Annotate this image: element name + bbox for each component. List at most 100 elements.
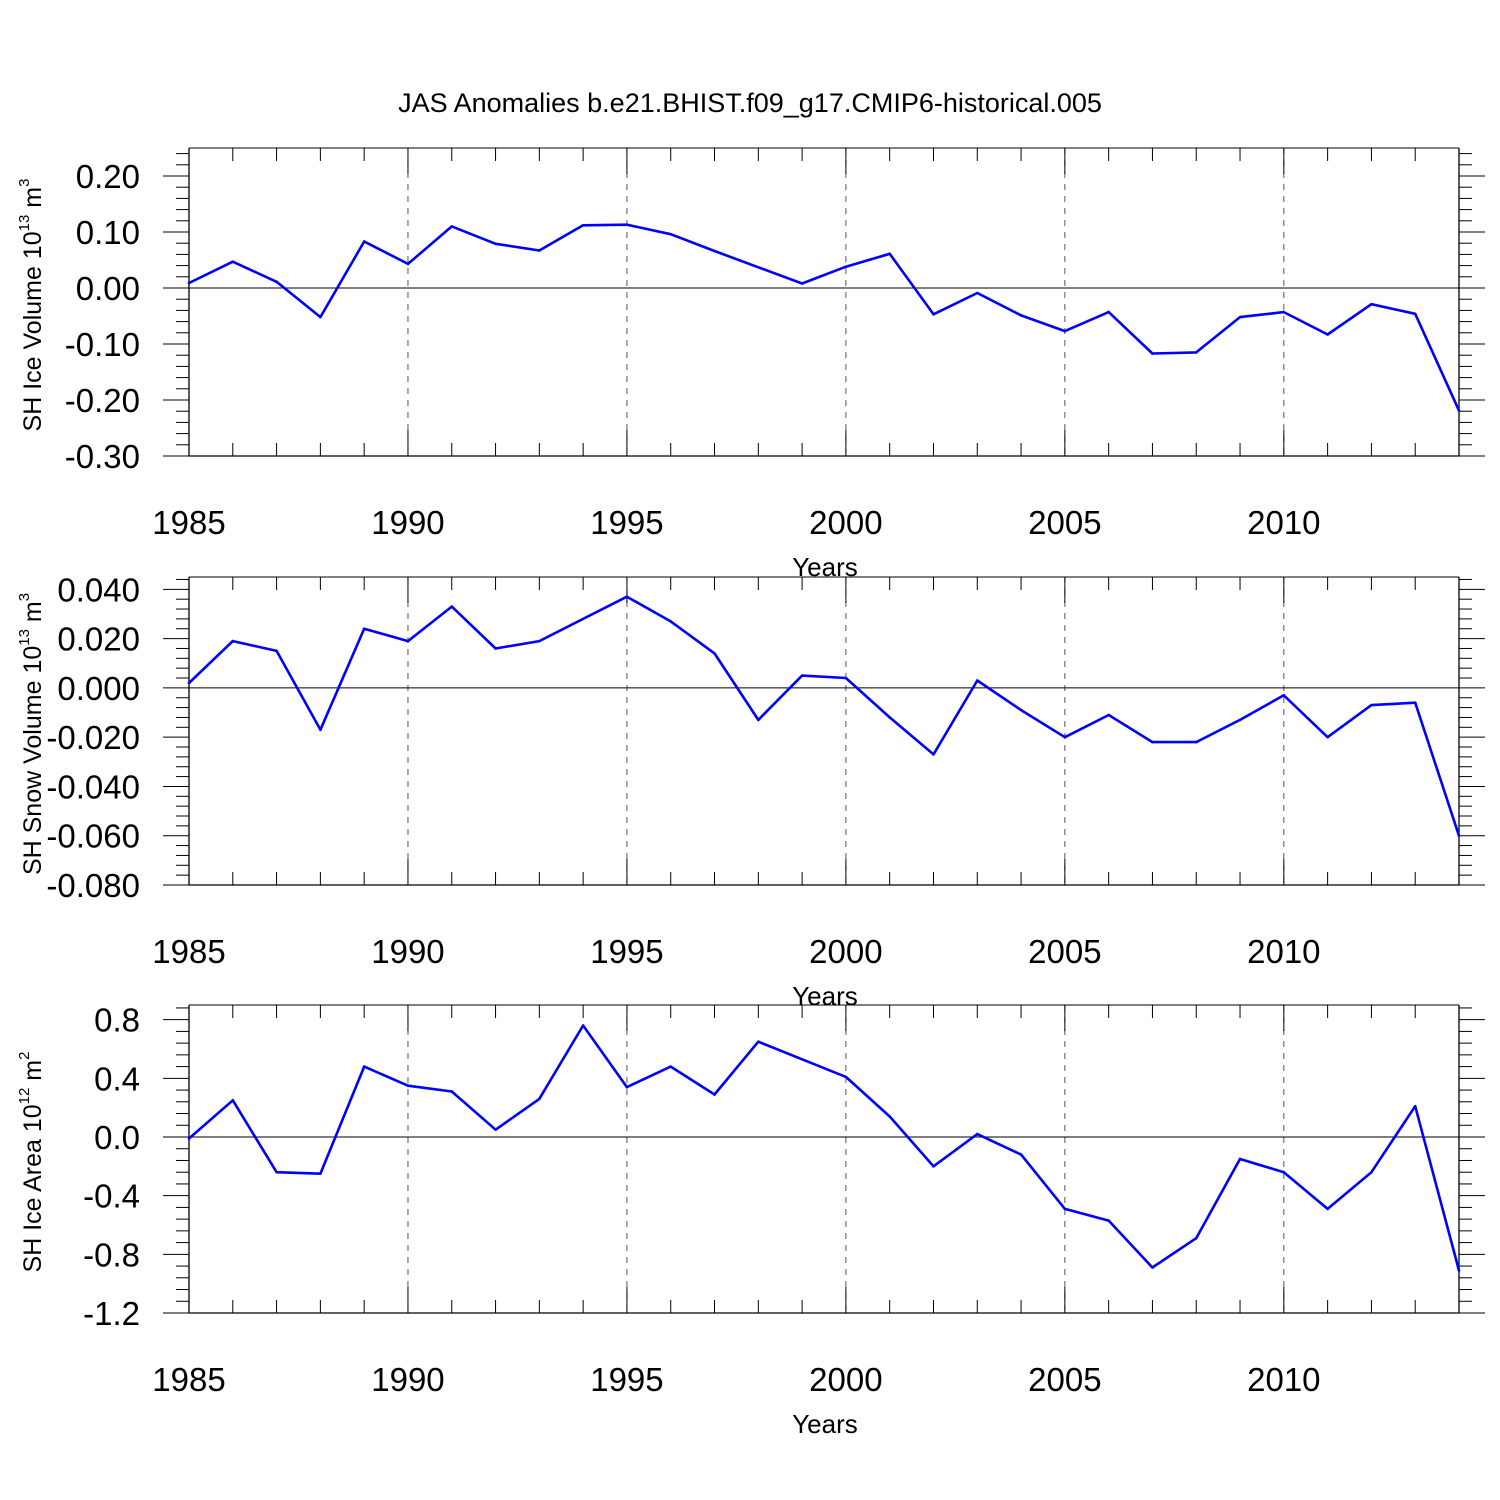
chart-panel-3: 0.8 0.4 0.0 -0.4 -0.8 -1.2 1985 1990 1995 2000 200… xyxy=(16,1002,1485,1439)
data-point xyxy=(1063,735,1067,739)
data-point xyxy=(1282,310,1286,314)
data-point xyxy=(450,605,454,608)
panels: 0.20 0.10 0.00 -0.10 -0.20 -0.30 1985 1990 1995 2… xyxy=(16,147,1485,1439)
x-tick-label: 1985 xyxy=(152,504,225,541)
data-point xyxy=(231,639,235,643)
x-tick-label: 2005 xyxy=(1028,504,1101,541)
y-tick-label: -0.040 xyxy=(46,768,140,805)
y-title-exponent: 13 xyxy=(16,629,33,646)
data-point xyxy=(406,639,410,643)
data-point xyxy=(800,282,804,285)
data-point xyxy=(319,728,322,732)
data-point xyxy=(275,1170,278,1174)
data-point xyxy=(1457,1269,1461,1272)
data-point xyxy=(1282,693,1286,697)
data-point xyxy=(275,649,278,653)
data-point xyxy=(319,315,322,319)
y-tick-label: 0.4 xyxy=(94,1060,140,1097)
series-line xyxy=(188,595,1461,837)
x-tick-label: 1990 xyxy=(371,504,444,541)
data-point xyxy=(888,252,891,256)
data-point xyxy=(1107,713,1110,717)
y-title-exponent: 12 xyxy=(16,1088,33,1105)
y-tick-label: 0.000 xyxy=(57,670,140,707)
y-title-main: SH Snow Volume 10 xyxy=(19,646,47,875)
data-point xyxy=(713,249,716,253)
data-point xyxy=(187,1137,191,1140)
y-title-main: SH Ice Volume 10 xyxy=(19,231,47,431)
data-point xyxy=(669,620,673,623)
y-tick-label: 0.8 xyxy=(94,1002,140,1039)
x-tick-label: 2010 xyxy=(1247,1361,1320,1398)
y-tick-label: 0.00 xyxy=(76,270,140,307)
y-title-unit: m xyxy=(19,601,47,629)
y-tick-label: -0.10 xyxy=(65,326,140,363)
data-point xyxy=(275,280,278,284)
data-point xyxy=(888,1115,891,1118)
x-axis-title: Years xyxy=(792,981,858,1011)
y-tick-label: -1.2 xyxy=(83,1295,140,1332)
data-point xyxy=(888,716,891,719)
x-tick-label: 1995 xyxy=(590,1361,663,1398)
data-point xyxy=(975,679,979,682)
data-point xyxy=(494,242,497,246)
y-title-main: SH Ice Area 10 xyxy=(19,1104,47,1272)
y-tick-label: -0.8 xyxy=(83,1236,140,1273)
data-point xyxy=(1107,1219,1110,1222)
y-title-unit-exponent: 3 xyxy=(16,179,33,187)
data-point xyxy=(625,1085,629,1089)
data-point xyxy=(1063,329,1067,333)
data-point xyxy=(1194,1236,1198,1240)
data-point xyxy=(538,1097,541,1101)
data-point xyxy=(187,281,191,285)
data-point xyxy=(1326,735,1329,739)
data-point xyxy=(581,223,585,227)
data-point xyxy=(757,265,760,269)
figure-title: JAS Anomalies b.e21.BHIST.f09_g17.CMIP6-… xyxy=(398,88,1102,118)
data-point xyxy=(713,652,716,655)
y-axis-title: SH Snow Volume 1013 m3 xyxy=(16,593,47,875)
data-point xyxy=(362,627,366,631)
data-point xyxy=(1370,302,1373,306)
y-tick-label: -0.080 xyxy=(46,867,140,904)
data-point xyxy=(844,265,848,269)
data-point xyxy=(1151,352,1154,355)
x-tick-label: 2005 xyxy=(1028,933,1101,970)
data-point xyxy=(1151,740,1154,744)
data-point xyxy=(362,1065,366,1068)
x-tick-label: 2010 xyxy=(1247,504,1320,541)
y-tick-label: -0.20 xyxy=(65,382,140,419)
data-point xyxy=(362,240,366,243)
data-point xyxy=(187,681,191,685)
data-point xyxy=(932,753,935,756)
data-point xyxy=(975,1132,979,1136)
data-point xyxy=(975,291,979,295)
data-point xyxy=(625,595,629,599)
y-tick-label: -0.020 xyxy=(46,719,140,756)
y-tick-label: -0.30 xyxy=(65,438,140,475)
data-point xyxy=(757,718,760,722)
data-point xyxy=(1107,310,1110,314)
data-point xyxy=(932,1165,935,1168)
data-point xyxy=(1019,1153,1023,1156)
data-point xyxy=(1370,1170,1373,1174)
data-point xyxy=(538,249,541,252)
data-point xyxy=(231,1099,235,1102)
x-tick-label: 1995 xyxy=(590,933,663,970)
x-tick-label: 2010 xyxy=(1247,933,1320,970)
data-point xyxy=(538,639,541,643)
data-point xyxy=(800,1057,804,1061)
data-point xyxy=(1063,1207,1067,1211)
x-tick-label: 1995 xyxy=(590,504,663,541)
y-tick-label: 0.020 xyxy=(57,621,140,658)
data-point xyxy=(1238,1157,1242,1161)
y-tick-label: 0.040 xyxy=(57,571,140,608)
data-point xyxy=(1194,740,1198,744)
data-point xyxy=(1457,834,1461,838)
data-point xyxy=(1457,409,1461,412)
x-tick-label: 1990 xyxy=(371,933,444,970)
data-point xyxy=(1238,718,1242,722)
x-tick-label: 2005 xyxy=(1028,1361,1101,1398)
data-point xyxy=(319,1172,322,1175)
chart-panel-2: 0.040 0.020 0.000 -0.020 -0.040 -0.060 -0.080 1… xyxy=(16,571,1485,1011)
